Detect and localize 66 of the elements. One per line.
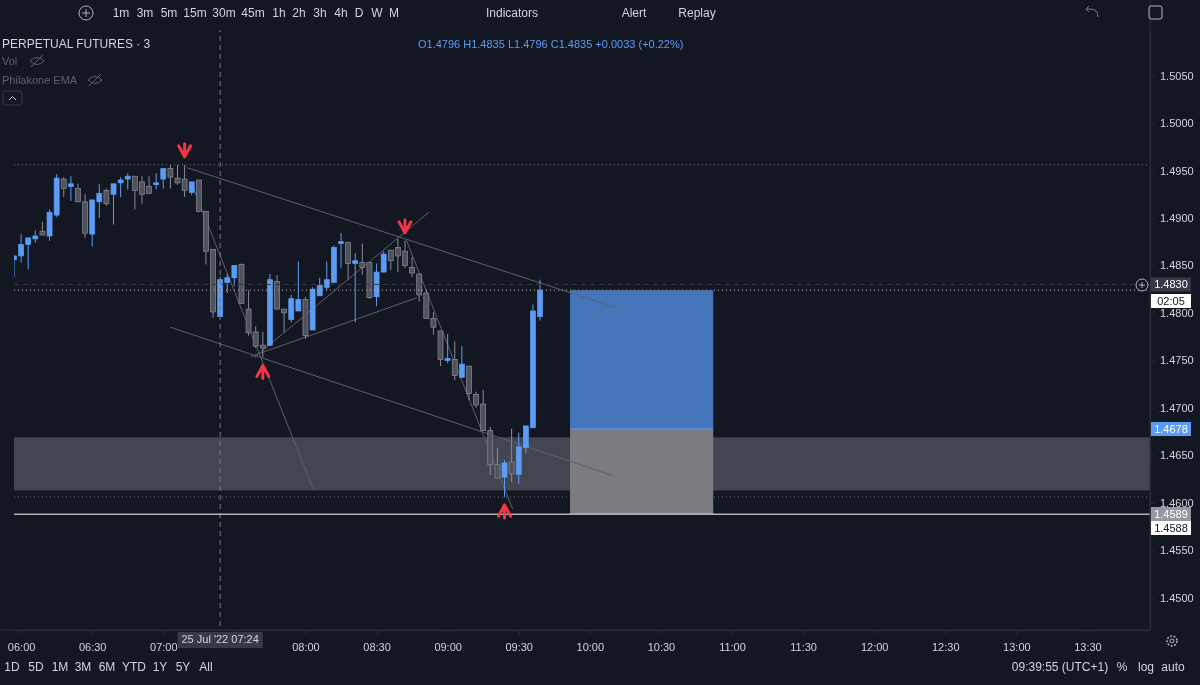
text: 1.4678 bbox=[1154, 423, 1188, 435]
y-tick-label: 1.4950 bbox=[1160, 164, 1194, 177]
text: 3h bbox=[313, 6, 327, 20]
text: Alert bbox=[621, 6, 647, 20]
x-tick-label: 06:30 bbox=[78, 640, 107, 653]
text: 5D bbox=[28, 660, 44, 674]
y-tick-label: 1.4600 bbox=[1160, 496, 1194, 509]
text: auto bbox=[1161, 660, 1185, 674]
y-tick-label: 1.4800 bbox=[1160, 306, 1194, 319]
text: 15m bbox=[183, 6, 207, 20]
text: D bbox=[354, 6, 364, 20]
x-tick-label: 06:00 bbox=[7, 640, 36, 653]
y-tick-label: 1.4700 bbox=[1160, 401, 1194, 414]
text: YTD bbox=[122, 660, 147, 674]
text: PERPETUAL FUTURES · 3 bbox=[2, 37, 151, 51]
text: 3M bbox=[74, 660, 92, 674]
x-tick-label: 10:00 bbox=[576, 640, 605, 653]
text: 1M bbox=[51, 660, 69, 674]
text: log bbox=[1137, 660, 1155, 674]
annotation: Philakone EMA bbox=[2, 74, 78, 86]
x-tick-label: 08:00 bbox=[292, 640, 320, 653]
ref-line-label: 1.4588 bbox=[1154, 522, 1188, 534]
text: 6M bbox=[98, 660, 116, 674]
ref-line-label: 1.4830 bbox=[1154, 278, 1188, 291]
text: 5Y bbox=[175, 660, 191, 674]
y-tick-label: 1.5050 bbox=[1160, 69, 1194, 82]
y-tick-label: 1.4650 bbox=[1160, 449, 1194, 462]
text: % bbox=[1116, 660, 1128, 674]
text: Replay bbox=[678, 6, 716, 20]
text: 45m bbox=[241, 6, 265, 20]
text: All bbox=[199, 660, 213, 674]
x-tick-label: 08:30 bbox=[363, 640, 391, 653]
text: 30m bbox=[212, 6, 236, 20]
text: 4h bbox=[334, 6, 348, 20]
x-tick-label: 09:00 bbox=[434, 640, 462, 653]
text: 09:39:55 (UTC+1) bbox=[1011, 660, 1109, 674]
ref-line-label: 25 Jul '22 07:24 bbox=[181, 633, 259, 645]
x-tick-label: 11:00 bbox=[719, 640, 746, 653]
x-tick-label: 12:30 bbox=[932, 640, 960, 653]
y-tick-label: 1.4550 bbox=[1160, 544, 1194, 557]
x-tick-label: 10:30 bbox=[647, 640, 676, 653]
text: 02:05 bbox=[1157, 295, 1185, 307]
x-tick-label: 09:30 bbox=[505, 640, 533, 653]
text: Indicators bbox=[485, 6, 539, 20]
x-tick-label: 07:00 bbox=[150, 640, 178, 653]
x-tick-label: 13:30 bbox=[1074, 640, 1102, 653]
text: 1h bbox=[272, 6, 286, 20]
text: 3m bbox=[136, 6, 154, 20]
annotation: Vol bbox=[2, 55, 18, 67]
text: O1.4796 H1.4835 L1.4796 C1.4835 +0.0033 (+0.22%) bbox=[418, 38, 684, 50]
y-tick-label: 1.4900 bbox=[1160, 211, 1194, 224]
text: W bbox=[371, 6, 384, 20]
x-tick-label: 13:00 bbox=[1003, 640, 1031, 653]
x-tick-label: 11:30 bbox=[790, 640, 817, 653]
text: 1D bbox=[4, 660, 20, 674]
x-tick-label: 12:00 bbox=[860, 640, 889, 653]
text: 5m bbox=[160, 6, 178, 20]
text: 2h bbox=[292, 6, 306, 20]
y-tick-label: 1.5000 bbox=[1160, 117, 1194, 130]
text: 1m bbox=[112, 6, 130, 20]
text: 1.4589 bbox=[1154, 508, 1188, 520]
y-tick-label: 1.4850 bbox=[1160, 259, 1194, 272]
y-tick-label: 1.4750 bbox=[1160, 354, 1194, 367]
text: 1Y bbox=[152, 660, 168, 674]
text: M bbox=[389, 6, 399, 20]
y-tick-label: 1.4500 bbox=[1160, 591, 1194, 604]
